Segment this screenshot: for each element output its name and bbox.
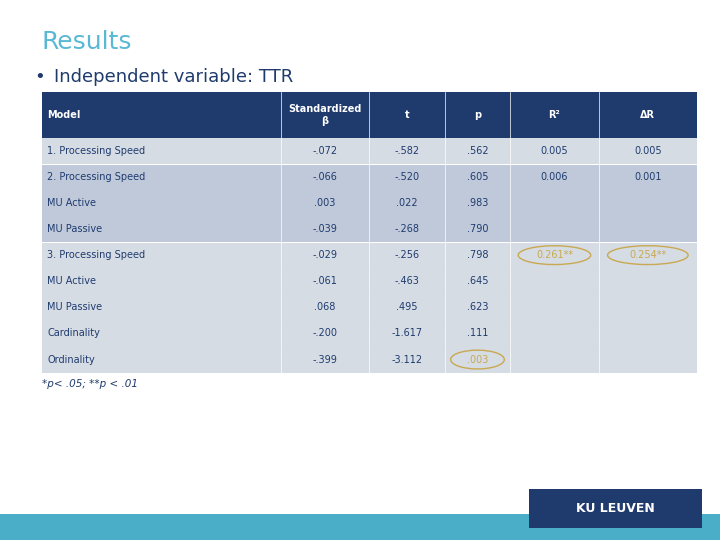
- Text: .003: .003: [467, 355, 488, 365]
- Text: -3.112: -3.112: [392, 355, 423, 365]
- Text: -.463: -.463: [395, 276, 420, 286]
- Text: 2. Processing Speed: 2. Processing Speed: [47, 172, 145, 182]
- Text: .790: .790: [467, 224, 488, 234]
- Text: .798: .798: [467, 250, 488, 260]
- Text: R²: R²: [549, 110, 560, 120]
- Text: 0.005: 0.005: [634, 146, 662, 156]
- Text: .003: .003: [315, 198, 336, 208]
- Text: -.520: -.520: [395, 172, 420, 182]
- Text: -.066: -.066: [312, 172, 338, 182]
- Text: 0.001: 0.001: [634, 172, 662, 182]
- Text: MU Passive: MU Passive: [47, 224, 102, 234]
- Text: ΔR: ΔR: [640, 110, 655, 120]
- Text: MU Active: MU Active: [47, 276, 96, 286]
- Text: 3. Processing Speed: 3. Processing Speed: [47, 250, 145, 260]
- Text: .623: .623: [467, 302, 488, 312]
- Text: Independent variable: TTR: Independent variable: TTR: [54, 68, 293, 85]
- Text: -.039: -.039: [312, 224, 338, 234]
- Text: 0.261**: 0.261**: [536, 250, 573, 260]
- Text: *p< .05; **p < .01: *p< .05; **p < .01: [42, 379, 138, 389]
- Text: 1. Processing Speed: 1. Processing Speed: [47, 146, 145, 156]
- Text: -.061: -.061: [312, 276, 338, 286]
- Text: KU LEUVEN: KU LEUVEN: [576, 502, 655, 515]
- Text: p: p: [474, 110, 481, 120]
- Text: Results: Results: [42, 30, 132, 53]
- Text: t: t: [405, 110, 410, 120]
- Text: .645: .645: [467, 276, 488, 286]
- Text: -.200: -.200: [312, 328, 338, 339]
- Text: 0.006: 0.006: [541, 172, 568, 182]
- Text: Standardized
β: Standardized β: [289, 104, 362, 126]
- Text: .605: .605: [467, 172, 488, 182]
- Text: .111: .111: [467, 328, 488, 339]
- Text: -.029: -.029: [312, 250, 338, 260]
- Text: MU Passive: MU Passive: [47, 302, 102, 312]
- Text: Model: Model: [47, 110, 81, 120]
- Text: Ordinality: Ordinality: [47, 355, 95, 365]
- Text: -.399: -.399: [312, 355, 338, 365]
- Text: .022: .022: [396, 198, 418, 208]
- Text: .495: .495: [396, 302, 418, 312]
- Text: -.582: -.582: [395, 146, 420, 156]
- Text: Cardinality: Cardinality: [47, 328, 100, 339]
- Text: .068: .068: [315, 302, 336, 312]
- Text: .562: .562: [467, 146, 488, 156]
- Text: -.072: -.072: [312, 146, 338, 156]
- Text: -1.617: -1.617: [392, 328, 423, 339]
- Text: 0.254**: 0.254**: [629, 250, 667, 260]
- Text: -.256: -.256: [395, 250, 420, 260]
- Text: .983: .983: [467, 198, 488, 208]
- Text: •: •: [35, 68, 45, 85]
- Text: MU Active: MU Active: [47, 198, 96, 208]
- Text: -.268: -.268: [395, 224, 420, 234]
- Text: 0.005: 0.005: [541, 146, 568, 156]
